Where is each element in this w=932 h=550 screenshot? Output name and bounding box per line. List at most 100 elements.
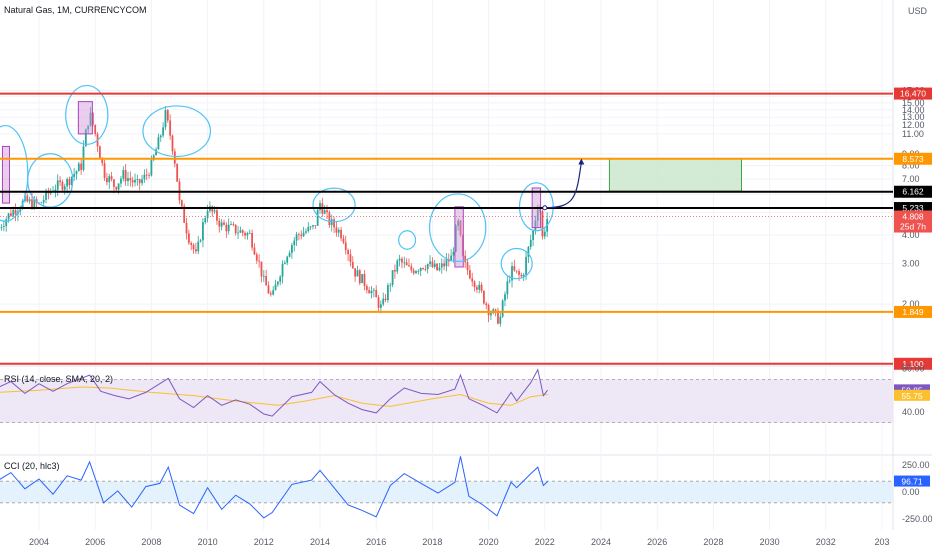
candle-body xyxy=(267,285,270,294)
countdown-label: 25d 7h xyxy=(900,222,926,232)
x-tick-label: 2008 xyxy=(141,537,161,547)
level-tag xyxy=(894,357,932,370)
candle-body xyxy=(499,316,502,324)
candle-body xyxy=(258,260,261,262)
candle-body xyxy=(12,209,15,216)
candle-body xyxy=(152,155,155,160)
candle-body xyxy=(487,305,490,316)
candle-body xyxy=(286,256,289,263)
candle-body xyxy=(113,179,115,187)
candle-body xyxy=(281,263,284,277)
candle-body xyxy=(117,183,120,190)
annotation-ellipse xyxy=(500,247,533,280)
x-tick-label: 203 xyxy=(874,537,889,547)
candle-body xyxy=(394,270,396,272)
annotation-ellipse xyxy=(428,193,487,263)
candle-body xyxy=(251,232,253,248)
candle-body xyxy=(471,278,474,282)
candle-body xyxy=(478,284,481,290)
price-pane[interactable] xyxy=(0,84,893,365)
candle-body xyxy=(162,127,165,136)
cci-pane[interactable] xyxy=(0,456,893,519)
candle-body xyxy=(14,209,17,215)
candle-body xyxy=(138,179,141,184)
candle-body xyxy=(459,220,462,236)
price-tick-label: 2.00 xyxy=(902,299,920,309)
candle-body xyxy=(497,310,499,324)
cci-tick-label: 250.00 xyxy=(902,460,930,470)
candle-body xyxy=(483,290,485,304)
candle-body xyxy=(103,163,106,179)
candle-body xyxy=(213,210,216,212)
candle-body xyxy=(269,293,272,295)
annotation-ellipse xyxy=(27,153,74,208)
level-tag-label: 5.233 xyxy=(902,203,924,213)
candle-body xyxy=(337,229,340,233)
candle-body xyxy=(417,271,420,272)
candle-body xyxy=(94,124,97,135)
candle-body xyxy=(10,213,12,216)
candle-body xyxy=(485,303,488,306)
candle-body xyxy=(375,290,378,298)
candle-body xyxy=(356,270,359,277)
level-tag-label: 1.100 xyxy=(902,359,924,369)
candle-body xyxy=(426,264,429,270)
candle-body xyxy=(347,250,349,255)
annotation-ellipse xyxy=(312,187,356,223)
x-tick-label: 2022 xyxy=(535,537,555,547)
candle-body xyxy=(475,287,478,290)
candle-body xyxy=(398,258,401,261)
candle-body xyxy=(155,149,157,156)
candle-body xyxy=(272,290,275,295)
candle-body xyxy=(173,151,176,164)
candle-body xyxy=(127,178,129,182)
candle-body xyxy=(220,222,223,227)
candle-body xyxy=(316,209,319,226)
candle-body xyxy=(244,232,246,236)
candle-body xyxy=(150,159,153,176)
candle-body xyxy=(433,263,436,267)
candle-body xyxy=(262,276,265,277)
x-tick-label: 2032 xyxy=(816,537,836,547)
candle-body xyxy=(110,176,113,180)
candle-body xyxy=(106,178,108,183)
cci-value-tag xyxy=(894,475,930,487)
candle-body xyxy=(405,262,408,266)
price-tick-label: 8.00 xyxy=(902,161,920,171)
cci-value-label: 96.71 xyxy=(901,477,923,487)
candle-body xyxy=(265,276,268,286)
candle-body xyxy=(314,225,317,227)
candle-body xyxy=(468,270,471,279)
candle-body xyxy=(326,210,328,213)
cci-band xyxy=(0,481,893,503)
candle-body xyxy=(164,110,167,128)
candle-body xyxy=(283,262,286,264)
candle-body xyxy=(543,231,546,237)
candle-body xyxy=(234,224,237,234)
candle-body xyxy=(255,254,258,261)
candle-body xyxy=(298,234,300,236)
candle-body xyxy=(40,202,43,204)
level-tag xyxy=(894,87,932,100)
current-price-label: 4.808 xyxy=(902,212,924,222)
price-tick-label: 11.00 xyxy=(902,129,924,139)
cci-line xyxy=(0,456,548,519)
candle-body xyxy=(328,212,331,226)
candle-body xyxy=(291,245,293,253)
candle-body xyxy=(520,274,523,277)
candle-body xyxy=(389,284,392,286)
candle-body xyxy=(333,219,335,228)
candle-body xyxy=(424,269,427,270)
candle-body xyxy=(253,247,256,255)
price-tick-label: 13.00 xyxy=(902,112,925,122)
rsi-pane[interactable] xyxy=(0,368,893,424)
candle-body xyxy=(438,267,441,271)
candle-body xyxy=(293,240,296,246)
candle-body xyxy=(422,267,424,270)
candle-body xyxy=(120,178,122,184)
candle-body xyxy=(108,176,111,183)
candle-body xyxy=(452,251,455,256)
candle-body xyxy=(185,222,188,234)
candle-body xyxy=(77,163,80,172)
